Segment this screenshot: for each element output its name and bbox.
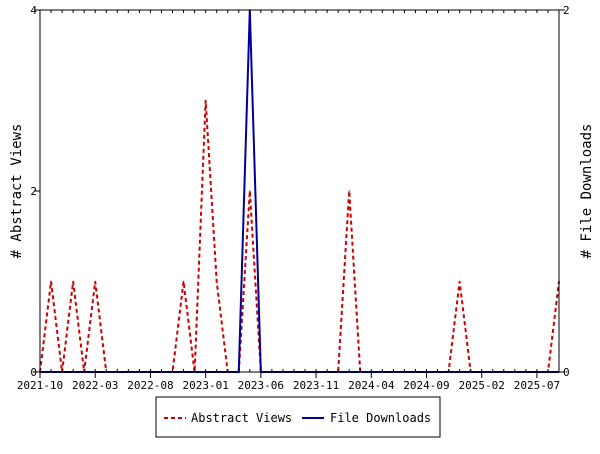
x-tick-label: 2024-09 [403,379,449,392]
legend: Abstract Views File Downloads [155,396,441,438]
data-point-abstract-views [50,280,52,283]
y-right-tick-label: 0 [563,366,570,379]
x-tick-label: 2022-03 [72,379,118,392]
data-point-abstract-views [94,280,97,283]
tick-layer: 2021-10 2022-03 2022-08 2023-01 2023-06 2023-… [17,4,570,392]
x-tick-label: 2024-04 [348,379,395,392]
data-point-abstract-views [182,280,185,283]
legend-box [155,396,441,438]
data-point-abstract-views [458,280,461,283]
data-point-abstract-views [215,280,218,283]
data-point-abstract-views [72,280,74,283]
plot-area [40,10,559,372]
x-tick-label: 2023-11 [293,379,339,392]
y-left-tick-label: 2 [30,185,37,198]
right-axis-title: # File Downloads [579,124,595,259]
x-tick-label: 2023-01 [182,379,228,392]
x-tick-label: 2022-08 [127,379,173,392]
x-tick-label: 2021-10 [17,379,63,392]
data-point-abstract-views [204,99,207,102]
data-point-abstract-views [249,190,251,192]
legend-label-file-downloads: File Downloads [330,411,431,425]
y-left-tick-label: 4 [30,4,37,17]
legend-label-abstract-views: Abstract Views [191,411,292,425]
left-axis-title: # Abstract Views [9,124,25,259]
y-left-tick-label: 0 [30,366,37,379]
y-right-tick-label: 2 [563,4,570,17]
x-tick-label: 2025-07 [514,379,560,392]
x-tick-label: 2023-06 [238,379,284,392]
data-point-abstract-views [348,190,350,192]
x-tick-label: 2025-02 [459,379,505,392]
